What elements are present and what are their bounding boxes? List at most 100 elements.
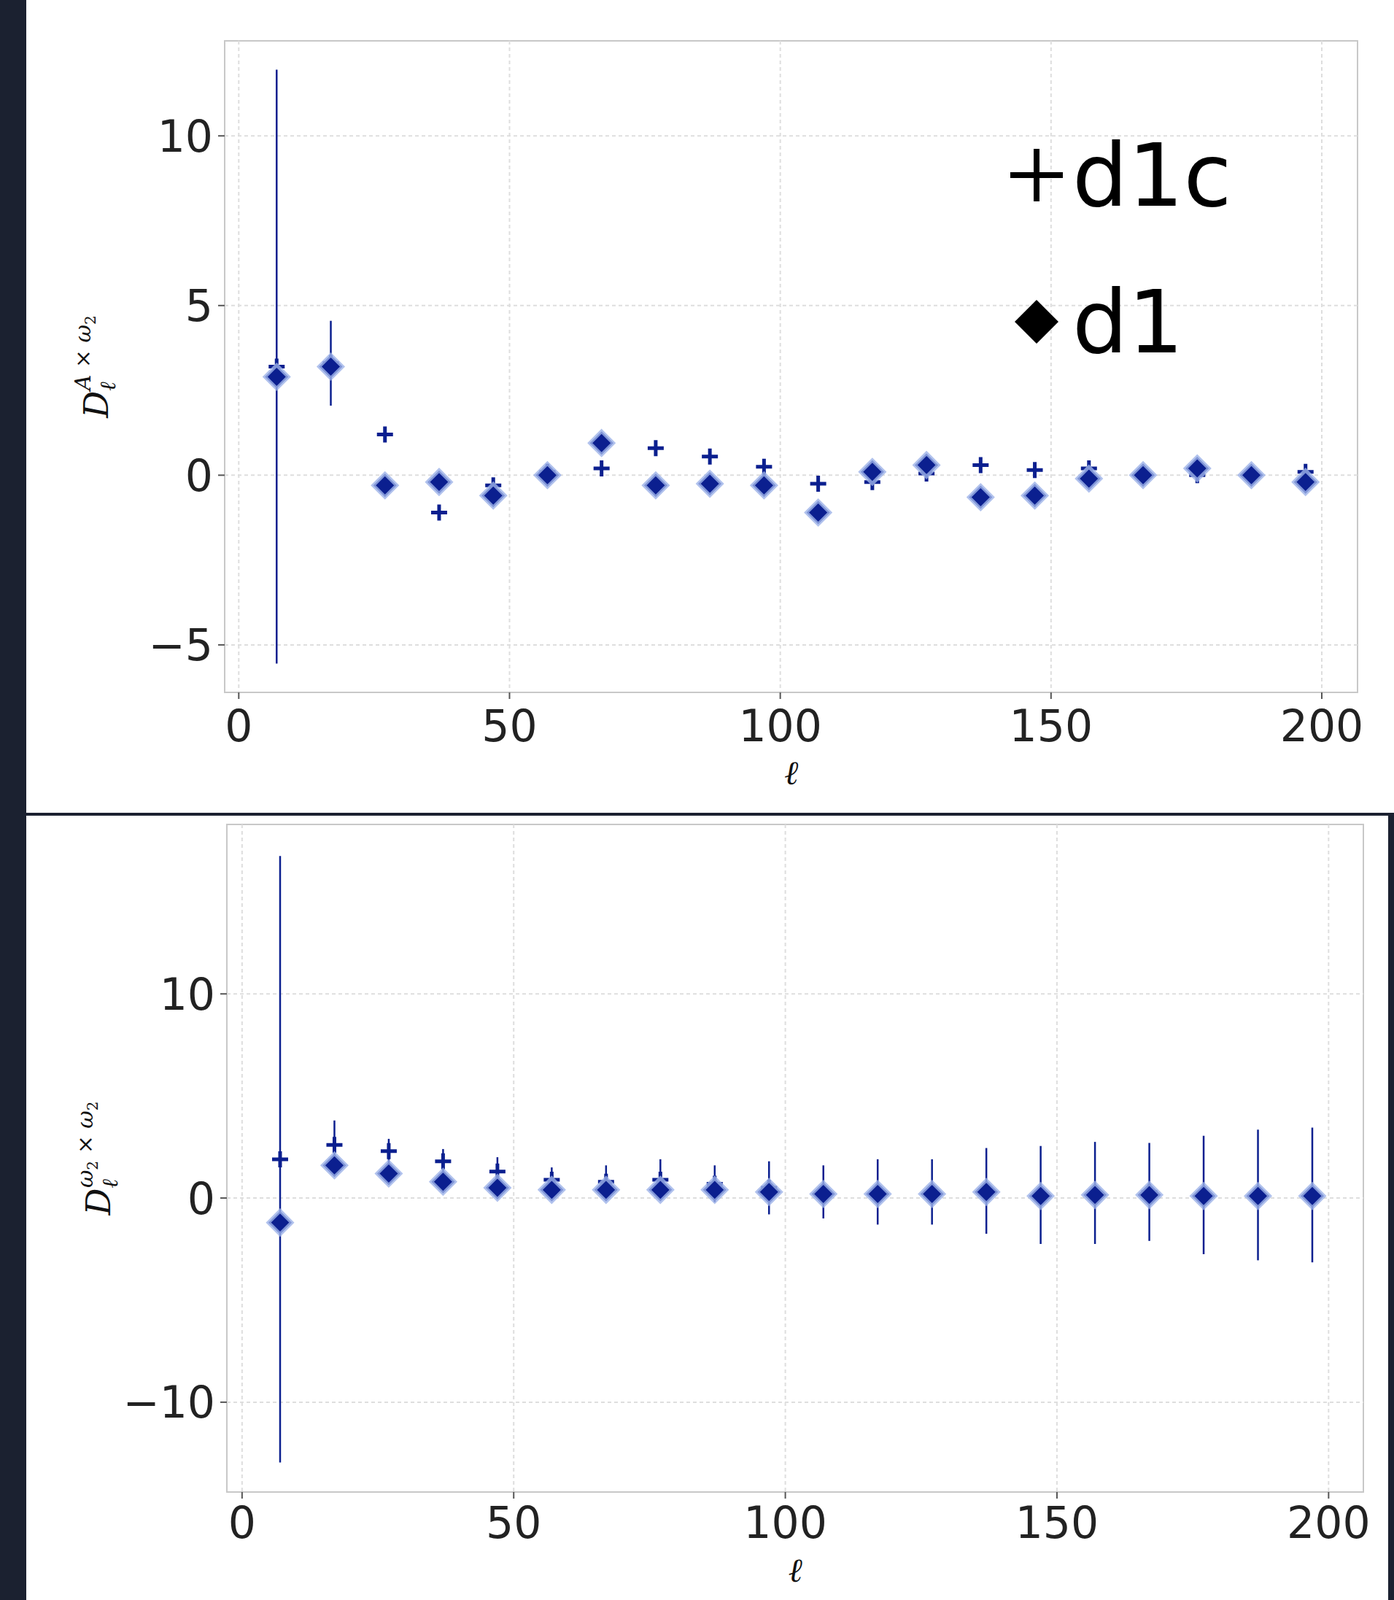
x-tick-label: 0 bbox=[224, 700, 253, 752]
y-axis-title-part: D bbox=[78, 1188, 119, 1217]
y-axis-title-part: A × ω bbox=[70, 324, 96, 393]
point-diamond bbox=[698, 471, 722, 496]
tick-mark bbox=[218, 644, 225, 646]
plot-frame bbox=[226, 824, 1364, 1492]
point-diamond bbox=[377, 1161, 401, 1185]
grid-line bbox=[241, 824, 243, 1492]
plot-frame bbox=[224, 40, 1358, 693]
grid-line bbox=[237, 40, 240, 693]
point-plus bbox=[377, 426, 394, 443]
point-diamond bbox=[485, 1175, 510, 1200]
y-tick-label: 10 bbox=[157, 110, 214, 162]
tick-mark bbox=[220, 1401, 227, 1403]
point-diamond bbox=[322, 1153, 346, 1177]
point-plus bbox=[701, 448, 718, 465]
figure: −50510050100150200ℓDℓA × ω2d1cd1−1001005… bbox=[0, 0, 1394, 1600]
point-diamond bbox=[757, 1180, 781, 1204]
x-tick-label: 200 bbox=[1280, 700, 1365, 752]
y-axis-title: Dℓω2 × ω2 bbox=[72, 1101, 123, 1217]
x-tick-label: 50 bbox=[485, 1496, 542, 1548]
point-diamond bbox=[535, 463, 559, 487]
point-diamond bbox=[1077, 466, 1101, 491]
point-plus bbox=[1027, 461, 1044, 478]
legend-marker bbox=[1010, 148, 1063, 202]
grid-line bbox=[508, 40, 510, 693]
point-diamond bbox=[539, 1178, 564, 1202]
point-diamond bbox=[268, 1210, 292, 1235]
y-tick-label: −5 bbox=[148, 619, 214, 671]
x-tick-label: 150 bbox=[1015, 1496, 1100, 1548]
y-axis-title-part: ω bbox=[72, 1170, 98, 1188]
point-diamond bbox=[427, 470, 451, 494]
grid-line bbox=[226, 1401, 1364, 1403]
point-plus bbox=[810, 475, 827, 492]
panel-background bbox=[26, 0, 1394, 813]
series-d1c bbox=[268, 70, 1314, 664]
point-plus bbox=[431, 504, 448, 521]
point-diamond bbox=[1300, 1183, 1324, 1208]
point-diamond bbox=[594, 1178, 618, 1202]
grid-line bbox=[224, 304, 1358, 307]
point-diamond bbox=[590, 431, 614, 455]
point-diamond bbox=[1191, 1183, 1216, 1208]
point-diamond bbox=[264, 364, 289, 389]
tick-mark bbox=[220, 1197, 227, 1199]
y-axis-title-part: 2 bbox=[83, 1160, 102, 1171]
tick-mark bbox=[508, 692, 510, 699]
x-tick-label: 100 bbox=[738, 700, 823, 752]
plot-marks bbox=[268, 855, 1324, 1462]
point-diamond bbox=[1137, 1183, 1162, 1207]
y-tick-label: 10 bbox=[159, 968, 216, 1020]
x-tick-label: 150 bbox=[1009, 700, 1094, 752]
y-tick-label: −10 bbox=[122, 1376, 216, 1428]
y-axis-title: DℓA × ω2 bbox=[70, 315, 121, 418]
tick-mark bbox=[218, 134, 225, 137]
x-tick-label: 200 bbox=[1286, 1496, 1371, 1548]
grid-line bbox=[512, 824, 515, 1492]
grid-line bbox=[226, 992, 1364, 995]
point-diamond bbox=[914, 452, 939, 477]
point-plus bbox=[972, 456, 989, 473]
point-diamond bbox=[1029, 1183, 1053, 1208]
point-diamond bbox=[703, 1178, 727, 1202]
axes: −10010050100150200 bbox=[122, 824, 1370, 1548]
point-diamond bbox=[1239, 463, 1263, 487]
point-diamond bbox=[648, 1178, 672, 1202]
tick-mark bbox=[1050, 692, 1052, 699]
point-diamond bbox=[1185, 456, 1209, 480]
x-tick-label: 50 bbox=[481, 700, 537, 752]
panel-background bbox=[26, 815, 1389, 1600]
point-plus bbox=[326, 1136, 343, 1153]
point-diamond bbox=[752, 473, 776, 497]
y-tick-label: 0 bbox=[185, 450, 214, 502]
tick-mark bbox=[1321, 692, 1323, 699]
legend-marker bbox=[1014, 299, 1059, 344]
point-diamond bbox=[319, 355, 343, 379]
y-tick-label: 5 bbox=[185, 280, 214, 332]
point-diamond bbox=[920, 1181, 944, 1206]
point-diamond bbox=[644, 473, 668, 497]
point-diamond bbox=[968, 485, 993, 510]
grid-line bbox=[1321, 40, 1323, 693]
point-diamond bbox=[865, 1181, 890, 1206]
y-axis-title-part: × ω bbox=[72, 1110, 98, 1161]
point-plus bbox=[593, 460, 610, 477]
point-plus bbox=[647, 439, 664, 456]
point-diamond bbox=[1131, 463, 1155, 487]
point-diamond bbox=[1083, 1183, 1107, 1207]
y-axis-title-part: 2 bbox=[81, 315, 100, 325]
grid-line bbox=[1327, 824, 1330, 1492]
point-diamond bbox=[431, 1170, 455, 1194]
axes: −50510050100150200 bbox=[148, 40, 1365, 752]
y-axis-title-part: D bbox=[76, 390, 116, 419]
point-diamond bbox=[860, 460, 885, 484]
point-diamond bbox=[974, 1180, 998, 1204]
legend-label: d1c bbox=[1072, 124, 1233, 227]
grid-line bbox=[779, 40, 782, 693]
tick-mark bbox=[237, 692, 240, 699]
x-axis-title: ℓ bbox=[787, 1550, 803, 1590]
tick-mark bbox=[220, 992, 227, 995]
grid-line bbox=[224, 474, 1358, 476]
point-plus bbox=[272, 1151, 289, 1168]
point-diamond bbox=[373, 473, 397, 497]
